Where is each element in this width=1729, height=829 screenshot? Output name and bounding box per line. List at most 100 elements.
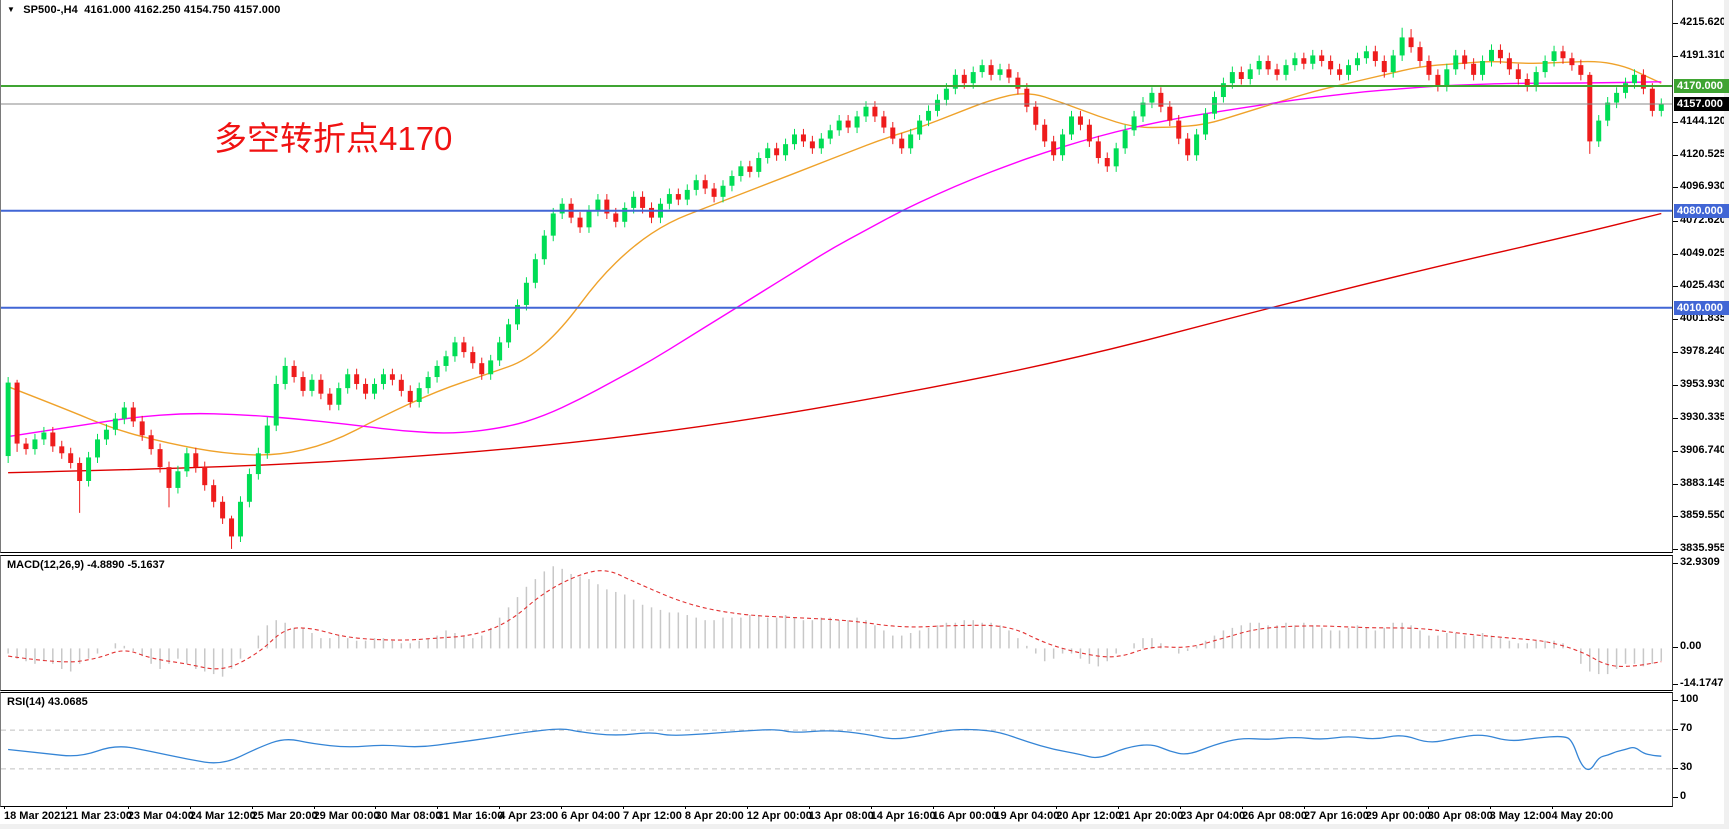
- candle-body: [1658, 103, 1664, 111]
- candle-body: [1417, 47, 1423, 61]
- candle-body: [908, 134, 914, 149]
- collapse-triangle-icon[interactable]: ▼: [7, 5, 16, 14]
- macd-signal-line: [8, 570, 1662, 670]
- candle-body: [470, 352, 476, 364]
- time-label: 16 Apr 00:00: [932, 806, 998, 822]
- candle-body: [175, 471, 181, 488]
- candle-body: [1551, 51, 1557, 61]
- candle-body: [738, 166, 744, 177]
- candle-body: [649, 207, 655, 218]
- candle-body: [1247, 69, 1253, 80]
- candle-body: [1480, 60, 1486, 75]
- candle-body: [1319, 55, 1325, 61]
- candle-body: [309, 379, 315, 391]
- candle-body: [702, 180, 708, 189]
- candle-body: [345, 374, 351, 389]
- candle-body: [640, 196, 646, 208]
- candle-body: [1640, 74, 1646, 89]
- macd-chart[interactable]: [1, 556, 1672, 690]
- time-label: 18 Mar 2021: [4, 806, 66, 822]
- candle-body: [407, 390, 413, 402]
- candle-body: [1569, 58, 1575, 66]
- candle-body: [881, 116, 887, 128]
- candle-body: [443, 356, 449, 366]
- rsi-chart[interactable]: [1, 693, 1672, 806]
- candle-body: [452, 342, 458, 357]
- time-label: 19 Apr 04:00: [994, 806, 1059, 822]
- candle-body: [1426, 60, 1432, 75]
- candle-body: [1381, 60, 1387, 73]
- candlestick-chart[interactable]: [1, 0, 1672, 551]
- candle-body: [961, 74, 967, 84]
- macd-tick: 32.9309: [1673, 556, 1720, 568]
- candle-body: [774, 148, 780, 156]
- candle-body: [50, 432, 56, 447]
- time-label: 7 Apr 12:00: [623, 806, 682, 822]
- candle-body: [86, 457, 92, 481]
- candle-body: [1176, 120, 1182, 139]
- window-right-edge: [1724, 0, 1729, 829]
- price-badge-4080.000: 4080.000: [1674, 203, 1729, 218]
- candle-body: [792, 134, 798, 145]
- candle-body: [139, 421, 145, 436]
- candle-body: [1596, 120, 1602, 142]
- candle-body: [1462, 55, 1468, 64]
- price-tick: 4120.525: [1673, 148, 1726, 160]
- time-label: 25 Mar 20:00: [251, 806, 318, 822]
- price-tick: 3953.930: [1673, 378, 1726, 390]
- candle-body: [1283, 65, 1289, 75]
- candle-body: [899, 138, 905, 149]
- rsi-indicator-pane[interactable]: RSI(14) 43.0685: [0, 692, 1673, 807]
- macd-tick: -14.1747: [1673, 677, 1723, 689]
- main-chart-pane[interactable]: ▼ SP500-,H4 4161.000 4162.250 4154.750 4…: [0, 0, 1673, 553]
- candle-body: [943, 88, 949, 100]
- time-label: 20 Apr 12:00: [1056, 806, 1121, 822]
- candle-body: [1024, 88, 1030, 107]
- candle-body: [684, 189, 690, 200]
- candle-body: [255, 453, 261, 475]
- candle-body: [193, 453, 199, 468]
- candle-body: [970, 72, 976, 84]
- candle-body: [184, 453, 190, 472]
- price-tick: 3883.145: [1673, 477, 1726, 489]
- candle-body: [827, 130, 833, 139]
- candle-body: [1631, 74, 1637, 84]
- candle-body: [1399, 37, 1405, 56]
- candle-body: [5, 382, 11, 457]
- candle-body: [291, 365, 297, 378]
- time-label: 26 Apr 08:00: [1242, 806, 1307, 822]
- candle-body: [783, 144, 789, 156]
- candle-body: [836, 120, 842, 131]
- time-label: 4 Apr 23:00: [499, 806, 558, 822]
- candle-body: [1238, 72, 1244, 80]
- candle-body: [1086, 124, 1092, 142]
- candle-body: [863, 106, 869, 117]
- candle-body: [318, 379, 324, 394]
- macd-tick: 0.00: [1673, 640, 1701, 652]
- annotation-text: 多空转折点4170: [214, 120, 453, 157]
- ohlc-high: 4162.250: [134, 4, 181, 16]
- candle-body: [595, 199, 601, 211]
- candle-body: [246, 474, 252, 502]
- candle-body: [1390, 55, 1396, 73]
- candle-body: [613, 213, 619, 222]
- candle-body: [577, 217, 583, 228]
- candle-body: [1211, 97, 1217, 114]
- candle-body: [720, 185, 726, 197]
- price-badge-4010.000: 4010.000: [1674, 300, 1729, 315]
- candle-body: [1158, 92, 1164, 107]
- candle-body: [363, 383, 369, 394]
- macd-label: MACD(12,26,9) -4.8890 -5.1637: [7, 559, 165, 571]
- ma-mid: [7, 81, 1662, 438]
- time-label: 6 Apr 04:00: [561, 806, 620, 822]
- candle-body: [1095, 141, 1101, 159]
- candle-body: [282, 365, 288, 384]
- candle-body: [130, 407, 136, 422]
- candle-body: [979, 65, 985, 73]
- candle-body: [23, 443, 29, 450]
- macd-indicator-pane[interactable]: MACD(12,26,9) -4.8890 -5.1637: [0, 555, 1673, 691]
- time-label: 31 Mar 16:00: [437, 806, 503, 822]
- candle-body: [1149, 92, 1155, 103]
- candle-body: [934, 99, 940, 111]
